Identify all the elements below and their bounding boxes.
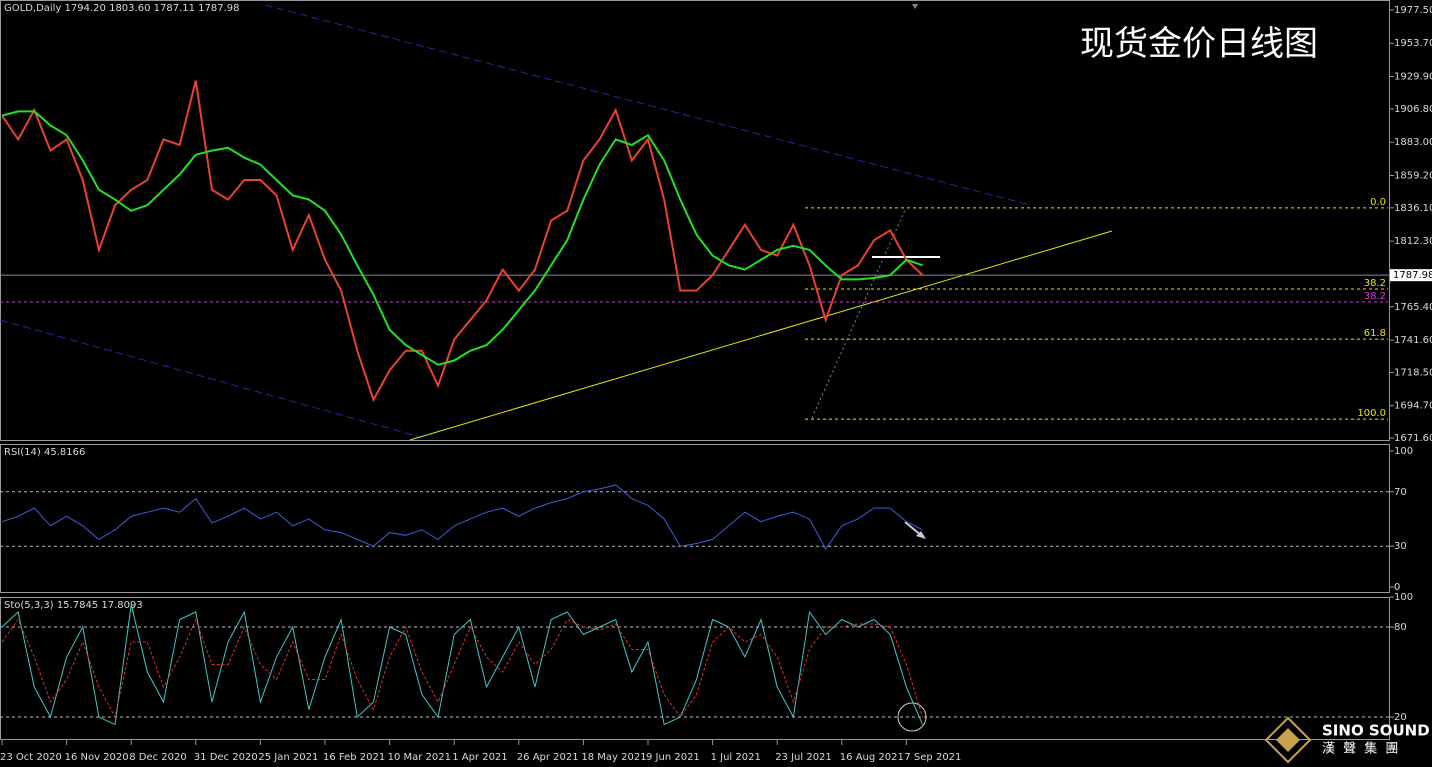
fib-label: 100.0 [1357, 408, 1386, 419]
y-tick-label: 1718.50 [1394, 367, 1432, 378]
series-line [1, 618, 924, 719]
x-tick-label: 16 Nov 2020 [65, 752, 129, 763]
panel-title: RSI(14) 45.8166 [4, 447, 85, 458]
panel-title: Sto(5,3,3) 15.7845 17.8093 [4, 600, 143, 611]
y-tick-label: 1741.60 [1394, 335, 1432, 346]
y-tick-label: 20 [1394, 712, 1407, 723]
x-tick-label: 23 Jul 2021 [775, 752, 832, 763]
logo-mark [1264, 716, 1312, 764]
trend-line [409, 230, 1113, 441]
y-tick-label: 1977.50 [1394, 5, 1432, 16]
last-price-box [1390, 269, 1432, 282]
fib-label: 38.2 [1364, 291, 1386, 302]
trend-line [0, 319, 421, 438]
main-frame [0, 0, 1390, 441]
y-tick-label: 80 [1394, 622, 1407, 633]
x-tick-label: 16 Aug 2021 [840, 752, 904, 763]
x-tick-label: 16 Feb 2021 [323, 752, 385, 763]
fib-label: 61.8 [1364, 328, 1386, 339]
series-line [1, 110, 923, 366]
x-tick-label: 1 Apr 2021 [452, 752, 507, 763]
frames [0, 0, 1390, 740]
x-tick-label: 31 Dec 2020 [194, 752, 258, 763]
fib-label: 38.2 [1364, 278, 1386, 289]
scroll-marker [912, 4, 918, 9]
y-tick-label: 1694.70 [1394, 401, 1432, 412]
y-tick-label: 30 [1394, 541, 1407, 552]
y-tick-label: 1671.60 [1394, 433, 1432, 444]
y-tick-label: 1953.70 [1394, 38, 1432, 49]
y-tick-label: 0 [1394, 582, 1400, 593]
x-tick-label: 7 Sep 2021 [904, 752, 961, 763]
x-tick-label: 1 Jul 2021 [711, 752, 761, 763]
series-line [1, 80, 924, 403]
y-tick-label: 100 [1394, 446, 1413, 457]
fib-label: 0.0 [1370, 197, 1386, 208]
page-title: 现货金价日线图 [1080, 24, 1318, 64]
y-tick-label: 1812.30 [1394, 236, 1432, 247]
logo-name: SINO SOUND [1322, 722, 1430, 740]
logo-mark [1276, 728, 1300, 752]
x-tick-label: 8 Dec 2020 [129, 752, 187, 763]
last-price-label: 1787.98 [1393, 270, 1432, 281]
x-tick-label: 18 May 2021 [581, 752, 646, 763]
logo: SINO SOUND 漢 聲 集 團 [1264, 716, 1430, 764]
logo-subtitle: 漢 聲 集 團 [1322, 741, 1400, 757]
rsi-frame [0, 444, 1390, 593]
y-tick-label: 1765.40 [1394, 302, 1432, 313]
series-line [1, 604, 924, 726]
y-tick-label: 1836.10 [1394, 203, 1432, 214]
y-tick-label: 70 [1394, 487, 1407, 498]
x-tick-label: 10 Mar 2021 [388, 752, 451, 763]
y-tick-label: 1859.20 [1394, 171, 1432, 182]
y-tick-label: 100 [1394, 592, 1413, 603]
x-tick-label: 23 Oct 2020 [0, 752, 62, 763]
y-tick-label: 1929.90 [1394, 72, 1432, 83]
sto-frame [0, 597, 1390, 740]
y-tick-label: 1906.80 [1394, 104, 1432, 115]
panel-title: GOLD,Daily 1794.20 1803.60 1787.11 1787.… [4, 3, 240, 14]
x-tick-label: 26 Apr 2021 [517, 752, 579, 763]
y-tick-label: 1883.00 [1394, 137, 1432, 148]
arrow-head [916, 531, 926, 539]
series-line [1, 484, 923, 550]
x-tick-label: 9 Jun 2021 [646, 752, 700, 763]
x-tick-label: 25 Jan 2021 [258, 752, 318, 763]
